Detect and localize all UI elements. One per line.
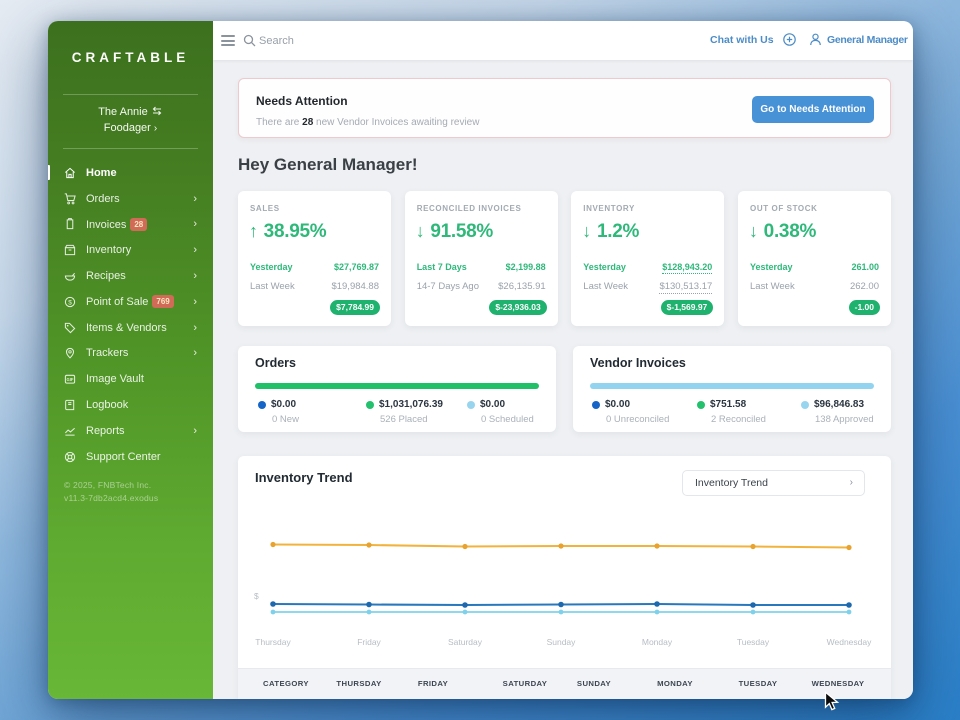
svg-text:GIF: GIF — [67, 377, 74, 382]
svg-text:$: $ — [68, 299, 72, 306]
